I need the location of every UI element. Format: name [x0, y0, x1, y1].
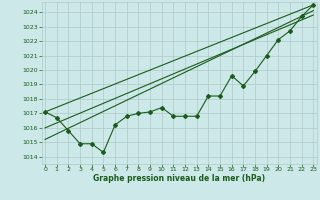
- X-axis label: Graphe pression niveau de la mer (hPa): Graphe pression niveau de la mer (hPa): [93, 174, 265, 183]
